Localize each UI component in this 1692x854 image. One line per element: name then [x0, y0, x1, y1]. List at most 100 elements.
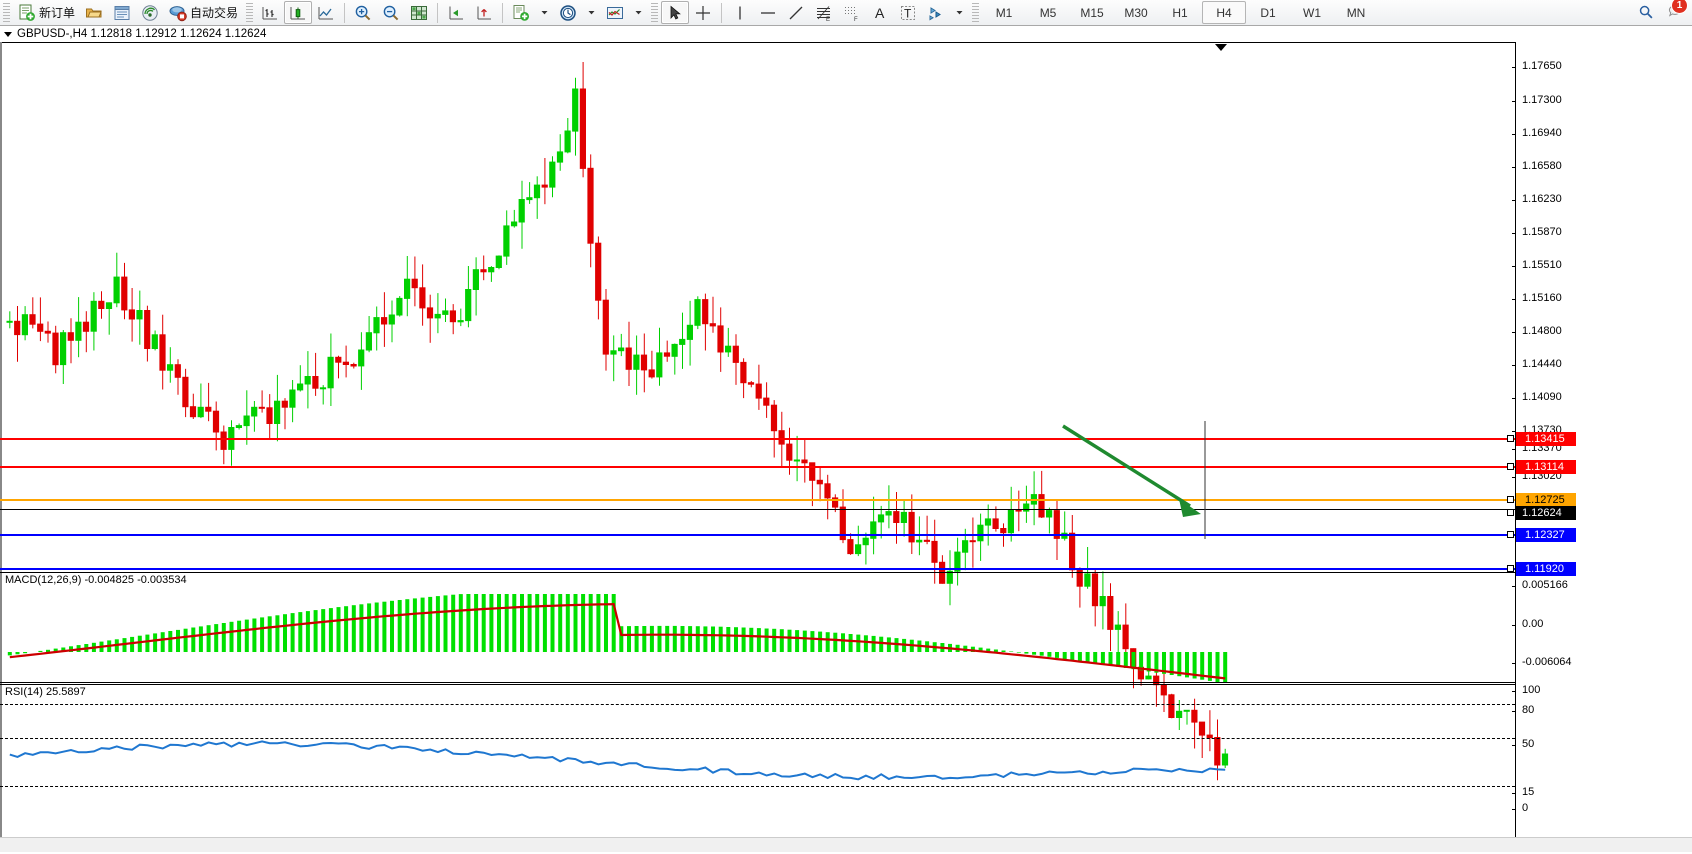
period-button[interactable]: [554, 1, 582, 24]
period-dropdown[interactable]: [582, 1, 601, 24]
templates-button[interactable]: [507, 1, 535, 24]
rsi-separator-top: [0, 684, 1515, 685]
svg-text:E: E: [826, 17, 830, 22]
objects-button[interactable]: [922, 1, 950, 24]
price-tick-label: 1.16230: [1522, 193, 1562, 205]
horizontal-line-icon: [761, 11, 776, 14]
shift-end-icon: [449, 6, 464, 19]
price-level-tag-resistance-1[interactable]: 1.13415: [1507, 432, 1576, 446]
macd-label: MACD(12,26,9) -0.004825 -0.003534: [5, 574, 187, 586]
rsi-level-15: 15: [1522, 786, 1535, 798]
macd-axis-top: 0.005166: [1522, 579, 1568, 591]
rsi-series: [9, 740, 1226, 781]
price-axis[interactable]: 1.17650 1.17300 1.16940 1.16580 1.16230 …: [1507, 42, 1692, 837]
price-tick-label: 1.14090: [1522, 391, 1562, 403]
timeframe-m15[interactable]: M15: [1080, 5, 1104, 20]
notifications-button[interactable]: 1: [1667, 0, 1688, 24]
horizontal-scrollbar[interactable]: [0, 837, 1692, 852]
timeframe-grip[interactable]: [972, 3, 980, 22]
price-chart-plot[interactable]: [0, 42, 1515, 837]
horizontal-line-button[interactable]: [754, 1, 782, 24]
price-level-tag-target-2[interactable]: 1.11920: [1507, 562, 1576, 576]
timeframe-mn[interactable]: MN: [1346, 5, 1366, 20]
price-tick: 1.17300: [1512, 94, 1562, 106]
signals-button[interactable]: [136, 1, 164, 24]
drawing-tools-grip[interactable]: [651, 3, 659, 22]
price-line-resistance-1[interactable]: [0, 438, 1515, 440]
autoscroll-icon: [477, 6, 492, 19]
grid-button[interactable]: [405, 1, 433, 24]
rsi-level-50: 50: [1522, 738, 1535, 750]
price-level-tag-target-1[interactable]: 1.12327: [1507, 528, 1576, 542]
timeframe-h1[interactable]: H1: [1172, 5, 1188, 20]
auto-trading-button[interactable]: 自动交易: [164, 1, 243, 24]
price-tick: 1.14800: [1512, 325, 1562, 337]
svg-text:T: T: [904, 6, 912, 20]
zoom-in-button[interactable]: [349, 1, 377, 24]
period-icon: [560, 4, 576, 21]
macd-axis-mid: 0.00: [1522, 618, 1544, 630]
timeframe-m5[interactable]: M5: [1039, 5, 1057, 20]
channel-button[interactable]: F: [838, 1, 866, 24]
line-chart-button[interactable]: [312, 1, 340, 24]
trendline-button[interactable]: [782, 1, 810, 24]
data-window-icon: [114, 5, 130, 20]
text-label-button[interactable]: A: [866, 1, 894, 24]
data-window-button[interactable]: [108, 1, 136, 24]
price-tick-label: 1.15870: [1522, 226, 1562, 238]
svg-text:A: A: [875, 5, 885, 21]
chart-title: GBPUSD-,H4 1.12818 1.12912 1.12624 1.126…: [17, 28, 267, 40]
price-tick: 1.14090: [1512, 391, 1562, 403]
timeframe-m30[interactable]: M30: [1124, 5, 1148, 20]
indicators-icon: [607, 6, 624, 19]
templates-dropdown[interactable]: [535, 1, 554, 24]
timeframe-m1[interactable]: M1: [995, 5, 1013, 20]
price-tick: 1.15160: [1512, 292, 1562, 304]
shift-end-button[interactable]: [442, 1, 470, 24]
fibo-button[interactable]: E: [810, 1, 838, 24]
cursor-button[interactable]: [661, 1, 690, 24]
chart-menu-caret-icon[interactable]: [4, 31, 12, 37]
channel-icon: F: [845, 6, 858, 22]
bar-chart-button[interactable]: [256, 1, 284, 24]
indicators-dropdown[interactable]: [629, 1, 648, 24]
price-line-resistance-2[interactable]: [0, 466, 1515, 468]
text-box-button[interactable]: T: [894, 1, 922, 24]
price-tick: 1.16230: [1512, 193, 1562, 205]
crosshair-button[interactable]: [689, 1, 717, 24]
zoom-in-icon: [355, 5, 371, 20]
macd-separator-top: [0, 572, 1515, 573]
grid-icon: [411, 5, 428, 20]
price-level-tag-resistance-2[interactable]: 1.13114: [1507, 460, 1576, 474]
trendline-icon: [789, 6, 803, 19]
macd-axis-bottom: -0.006064: [1522, 656, 1572, 668]
rsi-level-50-line: [0, 738, 1515, 739]
price-line-current[interactable]: [0, 509, 1515, 510]
timeframe-w1[interactable]: W1: [1303, 5, 1322, 20]
price-tick-label: 1.16940: [1522, 127, 1562, 139]
indicators-button[interactable]: [601, 1, 629, 24]
candlestick-chart-button[interactable]: [284, 1, 313, 24]
open-folder-button[interactable]: [80, 1, 108, 24]
price-line-target-1[interactable]: [0, 534, 1515, 536]
price-line-entry[interactable]: [0, 499, 1515, 501]
chart-area[interactable]: GBPUSD-,H4 1.12818 1.12912 1.12624 1.126…: [0, 26, 1692, 854]
timeframe-d1[interactable]: D1: [1260, 5, 1276, 20]
vertical-line-button[interactable]: [726, 1, 754, 24]
timeframe-h4[interactable]: H4: [1202, 1, 1247, 24]
search-icon[interactable]: [1638, 4, 1655, 21]
zoom-out-button[interactable]: [377, 1, 405, 24]
toolbar-grip[interactable]: [3, 3, 10, 22]
objects-dropdown[interactable]: [950, 1, 969, 24]
autoscroll-button[interactable]: [470, 1, 498, 24]
price-tick: 1.16940: [1512, 127, 1562, 139]
price-tick: 1.17650: [1512, 60, 1562, 72]
rsi-level-15-line: [0, 786, 1515, 787]
candlestick-series: [6, 62, 1229, 781]
text-label-icon: A: [875, 5, 885, 21]
price-line-target-2[interactable]: [0, 568, 1515, 570]
chart-type-grip[interactable]: [246, 3, 254, 22]
sell-signal-arrow-icon[interactable]: [1055, 421, 1225, 551]
new-order-button[interactable]: 新订单: [13, 1, 80, 24]
price-level-tag-entry[interactable]: 1.12725: [1507, 493, 1576, 507]
